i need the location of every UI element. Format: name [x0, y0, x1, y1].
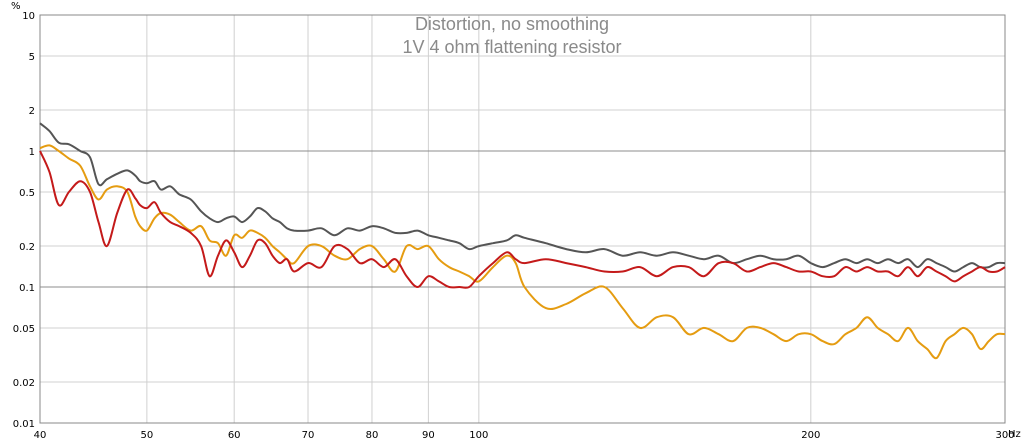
x-tick-label: 300 — [995, 430, 1014, 441]
x-tick-label: 60 — [228, 430, 241, 441]
x-tick-labels: 40 50 60 70 80 90 100 200 300 — [34, 430, 1015, 441]
chart-subtitle: 1V 4 ohm flattening resistor — [402, 37, 621, 57]
series-line-3 — [39, 150, 1006, 289]
series-line-2 — [39, 144, 1006, 360]
y-unit-label: % — [11, 1, 21, 12]
series-line-1 — [39, 122, 1006, 273]
y-tick-label: 2 — [29, 106, 35, 117]
x-tick-label: 100 — [469, 430, 488, 441]
y-gridlines — [40, 55, 1005, 383]
y-tick-label: 0.5 — [19, 188, 35, 199]
x-unit-label: Hz — [1008, 429, 1021, 440]
x-tick-label: 50 — [141, 430, 154, 441]
y-tick-label: 0.2 — [19, 242, 35, 253]
x-tick-label: 40 — [34, 430, 47, 441]
plot-frame — [39, 14, 1006, 424]
y-tick-label: 10 — [22, 11, 35, 22]
x-tick-label: 80 — [366, 430, 379, 441]
x-tick-label: 90 — [422, 430, 435, 441]
x-tick-label: 70 — [302, 430, 315, 441]
y-tick-label: 0.05 — [13, 324, 35, 335]
y-tick-label: 0.1 — [19, 283, 35, 294]
chart-title: Distortion, no smoothing — [415, 14, 609, 34]
series-layer — [39, 122, 1006, 360]
x-tick-label: 200 — [801, 430, 820, 441]
y-tick-label: 5 — [29, 52, 35, 63]
y-tick-label: 0.01 — [13, 419, 35, 430]
y-tick-label: 1 — [29, 147, 35, 158]
y-tick-label: 0.02 — [13, 378, 35, 389]
y-tick-labels: 0.01 0.02 0.05 0.1 0.2 0.5 1 2 5 10 — [13, 11, 35, 430]
x-gridlines — [146, 15, 812, 423]
